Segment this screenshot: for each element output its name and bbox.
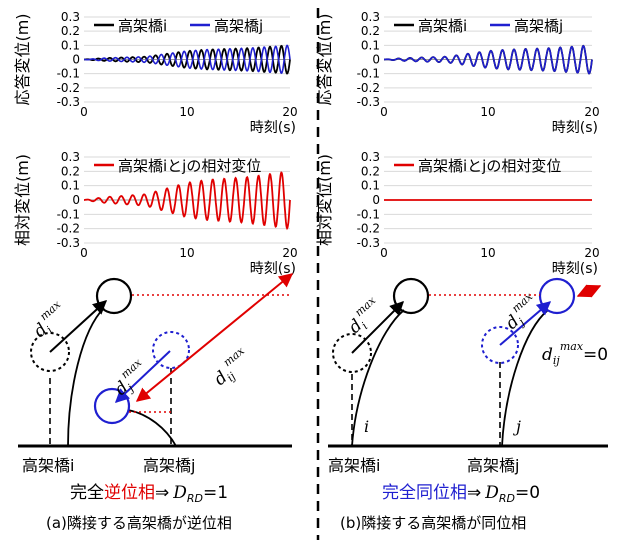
pier-j-deformed [127, 409, 177, 447]
y-tick-label: -0.2 [57, 222, 80, 236]
x-tick-label: 20 [282, 105, 297, 119]
phase-formula: 完全同位相⇒ DRD=0 [382, 483, 540, 505]
y-tick-label: 0.2 [61, 164, 80, 178]
y-tick-label: 0.3 [61, 150, 80, 164]
label-bridge-i: 高架橋i [328, 456, 380, 475]
y-tick-label: 0.2 [61, 24, 80, 38]
y-tick-label: -0.1 [57, 67, 80, 81]
d-i-arrow [49, 300, 108, 353]
x-axis-label: 時刻(s) [250, 261, 296, 277]
label-bridge-i: 高架橋i [22, 456, 74, 475]
y-tick-label: 0 [372, 193, 380, 207]
y-axis-label: 相対変位(m) [315, 154, 334, 246]
d-ij-arrow [576, 284, 602, 298]
deck-j-deformed [538, 277, 576, 315]
d-ij-label: dijmax [207, 344, 256, 392]
x-tick-label: 20 [282, 246, 297, 260]
x-tick-label: 10 [179, 105, 194, 119]
pier-i-deformed [351, 309, 405, 447]
legend-label: 高架橋j [514, 17, 563, 35]
pier-j-label: j [513, 417, 521, 436]
y-tick-label: 0.1 [61, 179, 80, 193]
x-tick-label: 20 [584, 246, 599, 260]
x-tick-label: 0 [380, 105, 388, 119]
caption-a: (a)隣接する高架橋が逆位相 [46, 514, 232, 532]
pier-j-deformed [501, 309, 549, 447]
x-tick-label: 0 [80, 246, 88, 260]
x-tick-label: 20 [584, 105, 599, 119]
y-tick-label: 0.2 [361, 164, 380, 178]
deck-i-deformed [392, 277, 430, 315]
y-tick-label: 0 [72, 193, 80, 207]
y-tick-label: 0 [372, 53, 380, 67]
legend-label: 高架橋i [418, 17, 467, 35]
y-tick-label: -0.1 [357, 207, 380, 221]
y-tick-label: 0 [72, 53, 80, 67]
x-tick-label: 0 [80, 105, 88, 119]
y-tick-label: -0.3 [357, 236, 380, 250]
y-tick-label: -0.3 [57, 95, 80, 109]
y-tick-label: -0.3 [357, 95, 380, 109]
deck-j-original [481, 326, 519, 364]
d-i-arrow [351, 301, 404, 354]
d-ij-label: dijmax=0 [542, 340, 608, 367]
y-tick-label: -0.2 [57, 81, 80, 95]
deck-i-deformed [95, 277, 133, 315]
pier-i-deformed [67, 307, 105, 447]
y-axis-label: 応答変位(m) [13, 13, 32, 105]
y-axis-label: 応答変位(m) [315, 13, 334, 105]
series-line [84, 44, 291, 75]
y-tick-label: -0.1 [357, 67, 380, 81]
x-tick-label: 0 [380, 246, 388, 260]
x-axis-label: 時刻(s) [552, 261, 598, 277]
y-tick-label: 0.2 [361, 24, 380, 38]
label-bridge-j: 高架橋j [143, 456, 195, 475]
y-tick-label: 0.1 [361, 179, 380, 193]
deck-i-original [30, 332, 70, 372]
x-tick-label: 10 [179, 246, 194, 260]
legend-label: 高架橋i [118, 17, 167, 35]
y-tick-label: 0.3 [361, 10, 380, 24]
label-bridge-j: 高架橋j [467, 456, 519, 475]
d-j-arrow [499, 301, 552, 346]
series-line [84, 171, 291, 231]
x-axis-label: 時刻(s) [250, 120, 296, 136]
series-line [384, 44, 593, 75]
y-tick-label: 0.1 [61, 38, 80, 52]
d-ij-arrow [135, 273, 294, 402]
legend-label: 高架橋j [214, 17, 263, 35]
y-tick-label: -0.1 [57, 207, 80, 221]
y-tick-label: -0.2 [357, 81, 380, 95]
deck-j-deformed [93, 387, 131, 425]
pier-i-label: i [364, 417, 369, 436]
left-diagram: dimax djmax dijmax 高架橋i 高架橋j 完全逆位相⇒ DRD=1… [18, 273, 294, 532]
x-axis-label: 時刻(s) [552, 120, 598, 136]
y-tick-label: -0.3 [57, 236, 80, 250]
y-tick-label: 0.1 [361, 38, 380, 52]
d-i-label: dimax [342, 293, 389, 339]
legend-label: 高架橋iとjの相対変位 [118, 157, 261, 175]
x-tick-label: 10 [480, 246, 495, 260]
y-tick-label: -0.2 [357, 222, 380, 236]
d-j-label: djmax [108, 356, 155, 402]
x-tick-label: 10 [480, 105, 495, 119]
deck-i-original [332, 333, 372, 373]
legend-label: 高架橋iとjの相対変位 [418, 157, 561, 175]
y-tick-label: 0.3 [361, 150, 380, 164]
caption-b: (b)隣接する高架橋が同位相 [340, 514, 526, 532]
right-diagram: dimax djmax dijmax=0 i j 高架橋i 高架橋j 完全同位相… [328, 277, 608, 532]
y-tick-label: 0.3 [61, 10, 80, 24]
y-axis-label: 相対変位(m) [13, 154, 32, 246]
phase-formula: 完全逆位相⇒ DRD=1 [70, 483, 228, 505]
